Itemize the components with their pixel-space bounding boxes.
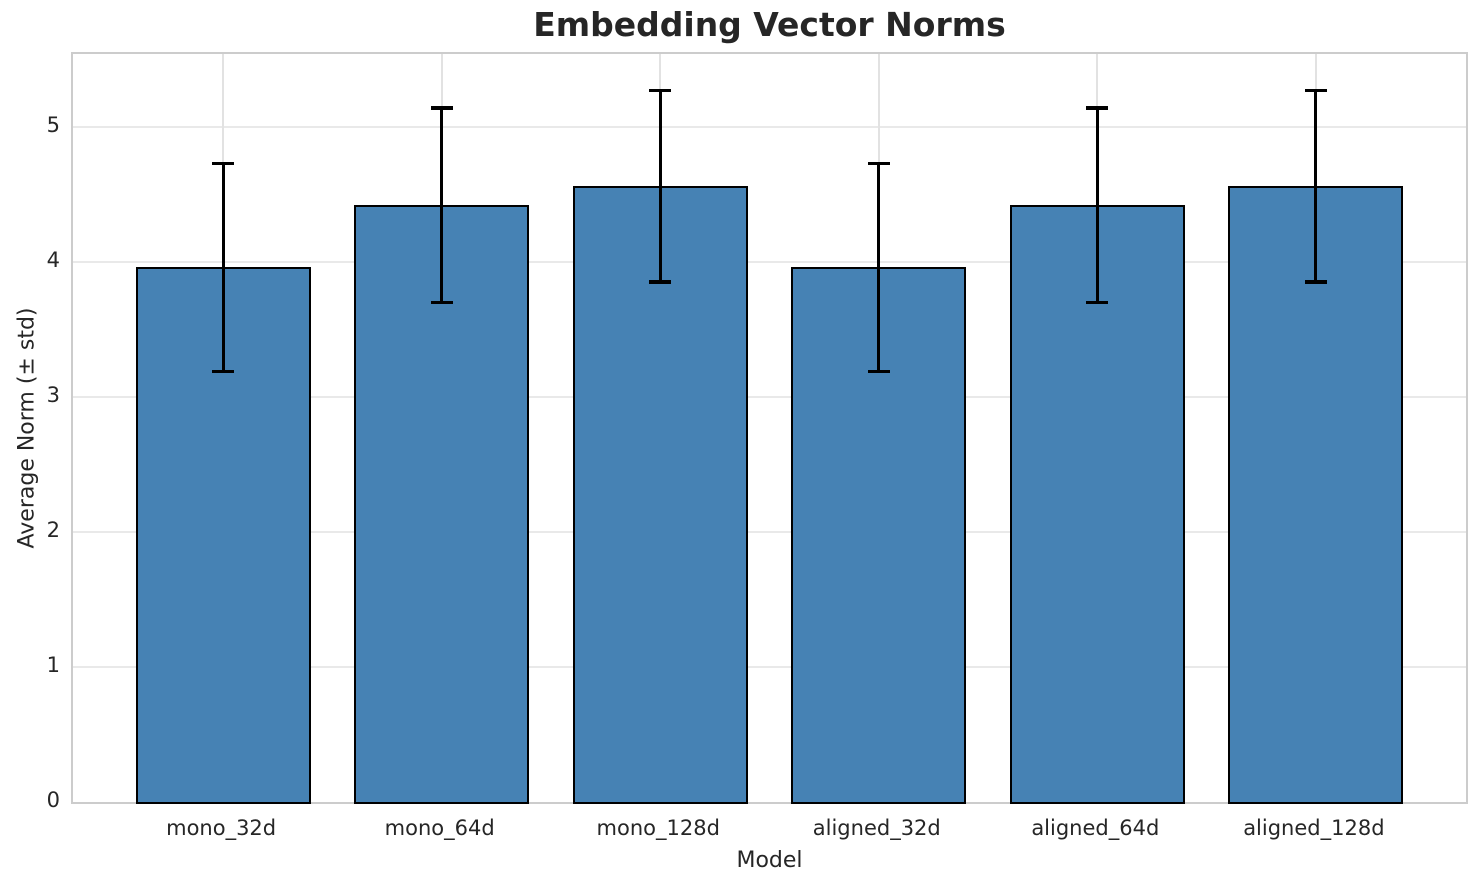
x-axis-label: Model — [736, 848, 803, 873]
y-tick-label-2: 2 — [46, 517, 60, 542]
error-bar-line-aligned_64d — [1095, 108, 1099, 303]
error-bar-cap-top-aligned_32d — [867, 161, 890, 166]
y-tick-label-0: 0 — [46, 788, 60, 812]
x-tick-label-mono_64d: mono_64d — [384, 816, 495, 840]
h-gridline-5 — [73, 125, 1466, 128]
error-bar-cap-top-aligned_64d — [1086, 106, 1109, 110]
x-tick-label-mono_32d: mono_32d — [166, 816, 277, 840]
error-bar-line-aligned_32d — [877, 163, 881, 372]
bar-mono_128d — [572, 186, 748, 804]
y-axis-label: Average Norm (± std) — [14, 307, 40, 549]
h-gridline-2 — [73, 530, 1466, 533]
error-bar-line-mono_64d — [440, 108, 444, 303]
error-bar-line-mono_128d — [658, 90, 662, 283]
error-bar-cap-bottom-aligned_64d — [1086, 300, 1109, 305]
error-bar-cap-bottom-mono_32d — [212, 369, 235, 374]
y-tick-label-3: 3 — [46, 382, 60, 407]
h-gridline-4 — [73, 260, 1466, 263]
bar-mono_64d — [354, 205, 530, 804]
error-bar-line-mono_32d — [221, 163, 225, 372]
x-tick-label-mono_128d: mono_128d — [596, 816, 720, 840]
bar-aligned_64d — [1009, 205, 1185, 804]
x-tick-label-aligned_64d: aligned_64d — [1031, 816, 1160, 840]
chart-title: Embedding Vector Norms — [533, 5, 1006, 44]
error-bar-cap-bottom-aligned_128d — [1304, 280, 1327, 284]
y-tick-label-4: 4 — [46, 247, 60, 272]
h-gridline-3 — [73, 395, 1466, 398]
h-gridline-1 — [73, 665, 1466, 668]
x-tick-label-aligned_128d: aligned_128d — [1243, 816, 1385, 840]
error-bar-cap-bottom-aligned_32d — [867, 369, 890, 374]
error-bar-cap-top-mono_32d — [212, 161, 235, 166]
error-bar-line-aligned_128d — [1314, 90, 1318, 283]
y-tick-label-5: 5 — [46, 112, 60, 137]
error-bar-cap-bottom-mono_64d — [430, 300, 453, 305]
y-tick-label-1: 1 — [46, 652, 60, 677]
error-bar-cap-top-mono_128d — [649, 88, 672, 93]
error-bar-cap-bottom-mono_128d — [649, 280, 672, 284]
error-bar-cap-top-aligned_128d — [1304, 88, 1327, 93]
bar-aligned_128d — [1228, 186, 1404, 804]
plot-area — [71, 52, 1468, 804]
x-tick-label-aligned_32d: aligned_32d — [812, 816, 941, 840]
error-bar-cap-top-mono_64d — [430, 106, 453, 110]
